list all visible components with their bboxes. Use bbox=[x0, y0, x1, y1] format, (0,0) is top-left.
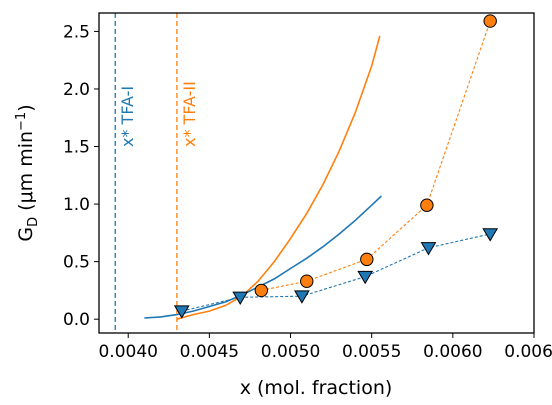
data-point-2-3 bbox=[294, 290, 310, 304]
y-label-sup: −1 bbox=[14, 112, 29, 131]
data-point-2-5 bbox=[420, 242, 437, 256]
x-tick-label-2: 0.0045 bbox=[180, 342, 239, 362]
data-point-2-2 bbox=[232, 291, 249, 305]
threshold-label-2: x* TFA-II bbox=[180, 81, 199, 147]
x-tick-label-5: 0.0060 bbox=[423, 342, 482, 362]
x-axis-ticks: 0.0040 0.0045 0.0050 0.0055 0.0060 0.0065 bbox=[98, 333, 552, 362]
data-point-2-1 bbox=[173, 305, 190, 319]
y-tick-label-4: 1.5 bbox=[63, 138, 90, 158]
y-axis-ticks: 0.0 0.5 1.0 1.5 2.0 2.5 bbox=[63, 22, 99, 330]
model-curve-1 bbox=[176, 35, 381, 320]
data-points bbox=[173, 14, 499, 319]
y-label-main: G bbox=[15, 227, 37, 242]
x-tick-label-6: 0.0065 bbox=[504, 342, 552, 362]
x-tick-label-3: 0.0050 bbox=[261, 342, 320, 362]
model-curves bbox=[144, 20, 491, 320]
x-tick-label-4: 0.0055 bbox=[342, 342, 401, 362]
data-point-1-3 bbox=[360, 252, 374, 267]
x-axis-label: x (mol. fraction) bbox=[240, 377, 393, 399]
y-tick-label-5: 2.0 bbox=[63, 80, 90, 100]
series-connector-2 bbox=[181, 233, 491, 312]
series-connector-1 bbox=[261, 20, 491, 291]
y-tick-label-3: 1.0 bbox=[63, 195, 90, 215]
y-label-sub: D bbox=[26, 217, 41, 227]
y-axis-label: GD (μm min−1) bbox=[14, 104, 41, 241]
data-point-1-5 bbox=[483, 14, 497, 28]
data-point-2-6 bbox=[482, 228, 499, 242]
y-label-close: ) bbox=[15, 104, 37, 111]
plot-frame bbox=[98, 12, 535, 334]
threshold-label-1: x* TFA-I bbox=[118, 86, 137, 147]
threshold-lines: x* TFA-I x* TFA-II bbox=[114, 13, 199, 333]
y-tick-label-2: 0.5 bbox=[63, 253, 90, 273]
y-tick-label-6: 2.5 bbox=[63, 22, 90, 42]
data-point-1-1 bbox=[254, 283, 269, 298]
y-tick-label-1: 0.0 bbox=[63, 310, 90, 330]
y-label-units: (μm min bbox=[15, 131, 37, 217]
x-tick-label-1: 0.0040 bbox=[98, 342, 157, 362]
data-point-1-4 bbox=[420, 198, 434, 212]
data-point-2-4 bbox=[357, 270, 374, 285]
data-point-1-2 bbox=[300, 274, 314, 288]
model-curve-2 bbox=[144, 195, 382, 319]
